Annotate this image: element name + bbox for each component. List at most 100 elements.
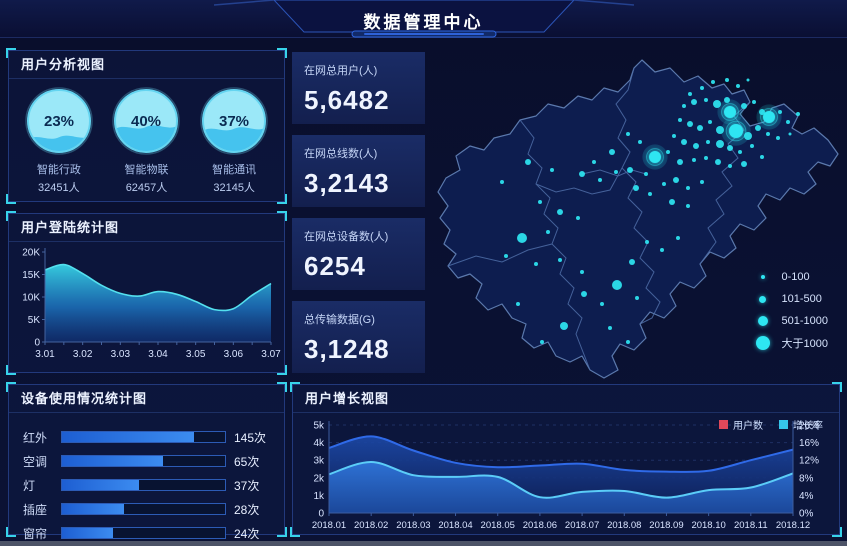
map-bubble: [644, 172, 648, 176]
panel-login-stats: 用户登陆统计图 0 5K 10K 15K 20K 3.01 3.02 3.03 3.04 3.05…: [6, 211, 287, 375]
device-bar-track: [61, 479, 226, 491]
x-axis-label: 2018.07: [565, 520, 599, 531]
corner-bracket-icon: [6, 48, 16, 58]
device-bar-value: 65次: [234, 454, 260, 469]
map-bubble: [724, 97, 730, 103]
login-line: [44, 263, 272, 312]
map-bubble: [728, 164, 732, 168]
map-bubble: [516, 302, 520, 306]
stat-card-value: 6254: [304, 251, 366, 281]
map-bubble-ring: [646, 148, 664, 166]
device-bar-list: 红外 145次 空调 65次灯 37次 插座 28次 窗帘 24次: [9, 413, 284, 545]
growth-area-chart: 0 1k 2k 3k 4k 5k 0% 4% 8% 12% 16% 20% 2018.01 2018.02…: [312, 421, 819, 532]
x-axis-label: 3.04: [148, 349, 168, 360]
login-area-chart: 0 5K 10K 15K 20K 3.01 3.02 3.03 3.04 3.05 3.06 3.07: [22, 248, 281, 361]
gauge-count: 32145人: [213, 182, 255, 194]
corner-bracket-icon: [277, 382, 287, 392]
gauge-group: 23% 智能行政 32451人 40% 智能物联 62457人 37% 智能通讯 32145人: [9, 79, 284, 195]
panel-title-user-growth: 用户增长视图: [293, 385, 839, 413]
map-bubble: [796, 112, 800, 116]
map-bubble: [750, 144, 754, 148]
map-bubble: [711, 80, 715, 84]
map-bubble-ring: [760, 108, 778, 126]
corner-bracket-icon: [6, 365, 16, 375]
y-right-label: 4%: [799, 491, 814, 502]
users-line: [328, 435, 794, 473]
map-legend: 0-100 101-500 501-1000 大于1000: [755, 266, 829, 354]
map-bubble: [609, 149, 615, 155]
map-bubble: [600, 302, 604, 306]
map-bubble: [626, 132, 630, 136]
device-bar-label: 空调: [23, 454, 48, 469]
device-bar-track: [61, 527, 226, 539]
map-bubble: [752, 100, 756, 104]
map-bubble: [645, 240, 649, 244]
map-legend-label: 0-100: [781, 271, 810, 283]
map-bubble: [715, 159, 721, 165]
y-left-label: 3k: [313, 456, 325, 467]
map-bubble: [736, 84, 740, 88]
map-bubble: [592, 160, 596, 164]
map-bubble: [669, 199, 675, 205]
map-bubble: [686, 186, 690, 190]
map-bubble: [700, 180, 704, 184]
device-bar-row: 灯 37次: [23, 473, 270, 497]
y-right-label: 20%: [799, 421, 819, 432]
legend-dot-icon: [757, 316, 768, 326]
corner-bracket-icon: [277, 365, 287, 375]
map-bubble: [788, 132, 792, 136]
map-bubble: [776, 136, 780, 140]
map-bubble: [660, 248, 664, 252]
device-bar-fill: [62, 456, 164, 466]
y-axis-label: 15K: [22, 270, 40, 281]
panel-device-usage: 设备使用情况统计图 红外 145次 空调 65次灯 37次 插座 28次 窗帘 24次: [6, 382, 287, 541]
panel-title-device-usage: 设备使用情况统计图: [9, 385, 284, 413]
device-bar-value: 37次: [234, 478, 260, 493]
map-district-borders: [447, 67, 751, 371]
legend-label: 用户数: [733, 421, 763, 432]
map-bubble: [741, 161, 747, 167]
rate-area: [329, 461, 793, 513]
map-bubble-ring: [725, 120, 747, 142]
legend-item[interactable]: 用户数: [719, 417, 763, 432]
map-bubble: [576, 216, 580, 220]
panel-title-user-analysis: 用户分析视图: [9, 51, 284, 79]
map-bubble: [786, 120, 790, 124]
device-bar-fill: [62, 432, 195, 442]
map-bubble: [558, 258, 562, 262]
map-bubble-layer: [500, 78, 800, 344]
map-bubble: [700, 86, 704, 90]
stat-card-label: 在网总设备数(人): [304, 231, 389, 243]
map-bubble: [581, 291, 587, 297]
map-bubble: [648, 192, 652, 196]
map-bubble: [738, 150, 742, 154]
login-axes: 0 5K 10K 15K 20K 3.01 3.02 3.03 3.04 3.05 3.06 3.07: [22, 248, 281, 361]
map-legend-row: 101-500: [756, 288, 829, 310]
map-legend-label: 大于1000: [781, 338, 828, 350]
x-axis-label: 2018.08: [607, 520, 641, 531]
corner-bracket-icon: [6, 527, 16, 537]
stat-card-label: 在网总用户(人): [304, 65, 378, 77]
y-right-label: 16%: [799, 438, 819, 449]
corner-bracket-icon: [6, 194, 16, 204]
stat-card: 在网总设备数(人) 6254: [292, 218, 425, 290]
header-bar: 数据管理中心: [0, 0, 847, 38]
y-axis-label: 0: [34, 338, 40, 349]
legend-item[interactable]: 增长率: [779, 417, 823, 432]
login-area: [45, 264, 271, 342]
device-bar-label: 窗帘: [23, 526, 48, 541]
map-bubble: [676, 236, 680, 240]
map-bubble: [708, 120, 712, 124]
map-bubble: [681, 139, 687, 145]
gauge-percent: 37%: [219, 113, 249, 130]
map-bubble: [608, 326, 612, 330]
corner-bracket-icon: [277, 194, 287, 204]
map-legend-label: 501-1000: [781, 315, 829, 327]
y-axis-label: 5K: [28, 315, 41, 326]
map-bubble: [662, 182, 666, 186]
map-bubble: [612, 280, 622, 290]
map-bubble: [633, 185, 639, 191]
map-bubble: [778, 110, 782, 114]
y-left-label: 5k: [313, 421, 325, 432]
x-axis-label: 3.02: [73, 349, 93, 360]
